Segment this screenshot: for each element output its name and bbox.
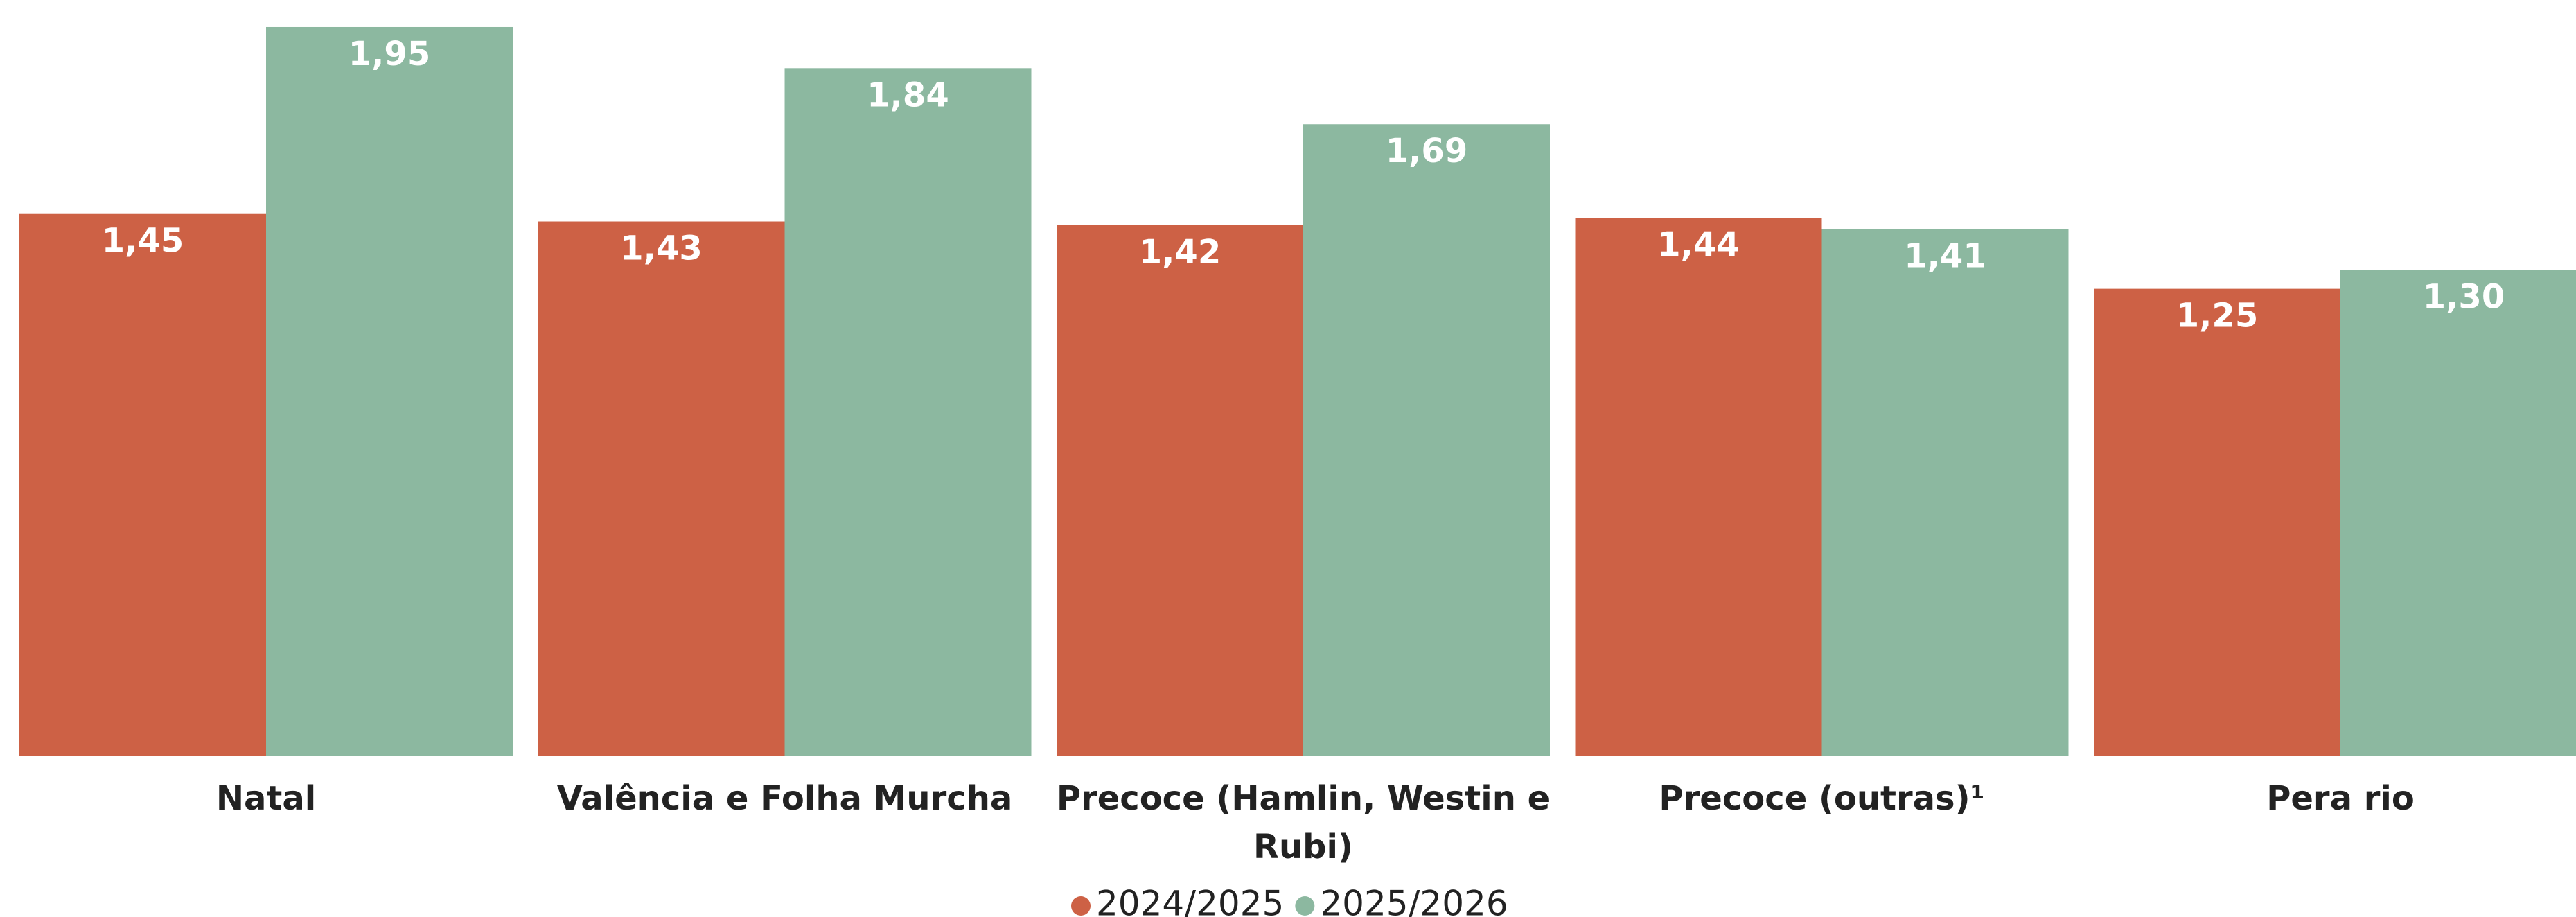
data-label: 1,43 xyxy=(620,229,702,268)
bar xyxy=(1057,225,1303,756)
bar xyxy=(2094,288,2340,756)
legend-marker xyxy=(1071,896,1091,916)
data-label: 1,30 xyxy=(2423,278,2505,317)
bar xyxy=(1575,218,1822,756)
bar xyxy=(1303,124,1550,756)
bar xyxy=(19,213,266,757)
legend-label: 2025/2026 xyxy=(1320,884,1508,917)
data-label: 1,45 xyxy=(102,222,184,261)
data-label: 1,69 xyxy=(1386,132,1467,171)
bar xyxy=(1821,229,2069,756)
bar xyxy=(266,26,513,757)
bar xyxy=(538,221,785,756)
x-tick-label: Pera rio xyxy=(2266,779,2415,818)
data-label: 1,42 xyxy=(1139,233,1221,272)
data-label: 1,95 xyxy=(349,35,430,73)
bar xyxy=(784,68,1032,756)
data-label: 1,41 xyxy=(1904,236,1986,275)
x-tick-label: Valência e Folha Murcha xyxy=(556,779,1013,818)
data-label: 1,84 xyxy=(867,76,949,114)
x-tick-label: Precoce (outras)¹ xyxy=(1659,779,1985,818)
data-label: 1,25 xyxy=(2176,297,2258,335)
legend-label: 2024/2025 xyxy=(1096,884,1284,917)
x-tick-label: Natal xyxy=(215,779,317,818)
bar xyxy=(2340,270,2576,756)
data-label: 1,44 xyxy=(1657,225,1739,264)
x-tick-label: Precoce (Hamlin, Westin e Rubi) xyxy=(1056,779,1551,866)
legend-marker xyxy=(1295,896,1315,916)
